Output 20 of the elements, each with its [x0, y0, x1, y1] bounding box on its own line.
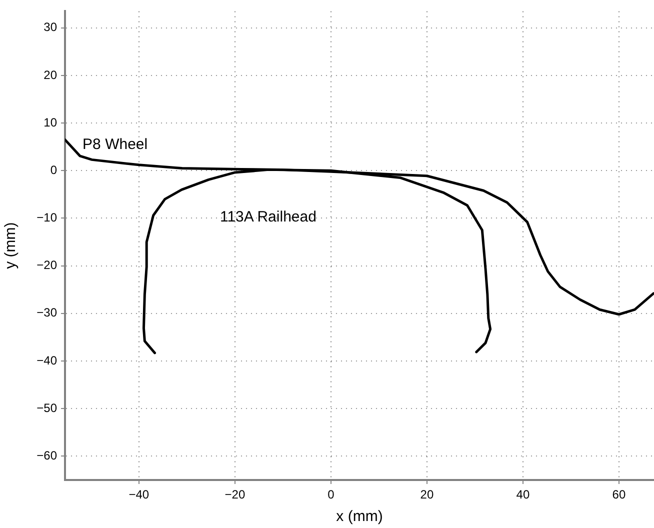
- text: 113A Railhead: [220, 208, 316, 226]
- y-tick-label: −20: [36, 258, 58, 272]
- x-tick-label: −40: [128, 488, 150, 502]
- x-tick-label: 0: [328, 488, 335, 502]
- x-tick-label: 60: [612, 488, 626, 502]
- y-tick-label: −50: [36, 400, 58, 415]
- y-tick-label: −40: [36, 353, 58, 368]
- series-label: P8 Wheel: [82, 136, 148, 153]
- x-tick-label: 40: [516, 488, 530, 502]
- x-axis-title: x (mm): [336, 508, 383, 526]
- y-tick-label: 30: [44, 20, 58, 34]
- y-axis-title: y (mm): [2, 222, 20, 269]
- y-tick-label: −10: [36, 210, 58, 225]
- y-tick-label: −60: [36, 448, 58, 463]
- x-tick-label: −20: [224, 488, 246, 502]
- x-tick-label: 20: [420, 488, 434, 502]
- y-tick-label: 0: [50, 162, 58, 177]
- y-tick-label: 20: [44, 68, 58, 82]
- y-tick-label: −30: [36, 306, 58, 320]
- y-tick-label: 10: [44, 115, 58, 130]
